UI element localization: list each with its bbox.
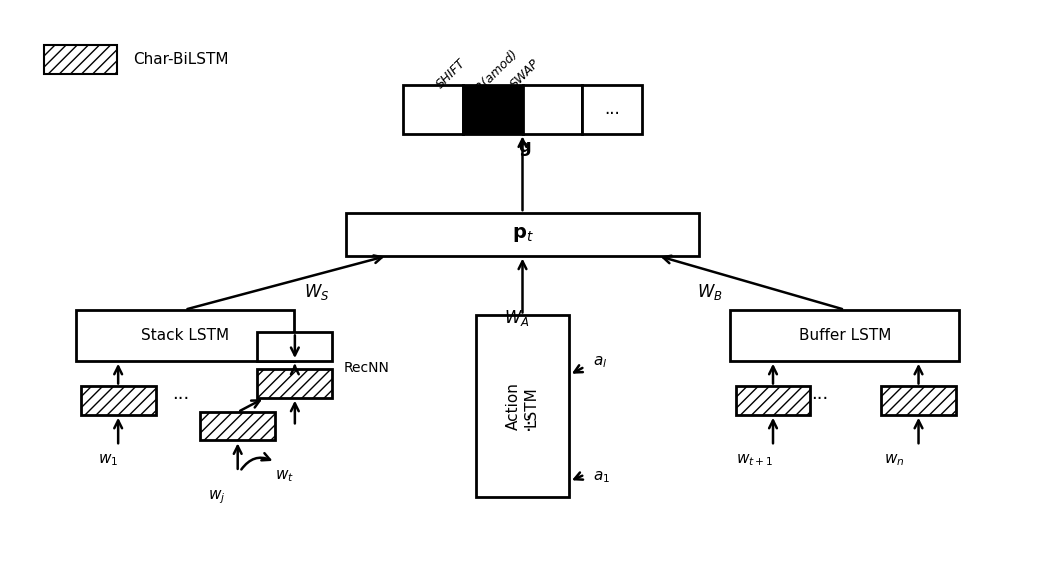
Text: $\vdots$: $\vdots$ <box>518 413 531 433</box>
Text: ...: ... <box>172 385 189 403</box>
Text: ...: ... <box>812 385 829 403</box>
Text: Action
LSTM: Action LSTM <box>506 382 539 430</box>
FancyBboxPatch shape <box>257 370 332 398</box>
FancyBboxPatch shape <box>736 386 811 415</box>
Text: $\mathbf{p}_t$: $\mathbf{p}_t$ <box>512 225 533 244</box>
Text: $W_A$: $W_A$ <box>504 308 530 328</box>
Text: Stack LSTM: Stack LSTM <box>141 328 229 343</box>
Text: $w_{t+1}$: $w_{t+1}$ <box>736 452 773 468</box>
FancyArrowPatch shape <box>241 453 270 470</box>
FancyBboxPatch shape <box>257 332 332 361</box>
Text: ...: ... <box>604 100 620 118</box>
Text: SWAP: SWAP <box>508 57 542 91</box>
FancyBboxPatch shape <box>346 213 699 256</box>
FancyBboxPatch shape <box>881 386 956 415</box>
FancyBboxPatch shape <box>463 85 522 134</box>
FancyBboxPatch shape <box>44 45 117 74</box>
FancyBboxPatch shape <box>522 85 582 134</box>
Text: Buffer LSTM: Buffer LSTM <box>798 328 891 343</box>
FancyBboxPatch shape <box>582 85 642 134</box>
Text: $a_1$: $a_1$ <box>594 470 610 485</box>
FancyBboxPatch shape <box>75 310 294 361</box>
Text: Char-BiLSTM: Char-BiLSTM <box>133 52 228 67</box>
Text: $w_t$: $w_t$ <box>275 468 294 483</box>
Text: $\mathbf{g}$: $\mathbf{g}$ <box>518 141 532 158</box>
Text: $W_B$: $W_B$ <box>697 282 723 301</box>
FancyBboxPatch shape <box>403 85 463 134</box>
Text: $w_j$: $w_j$ <box>208 488 225 506</box>
Text: RecNN: RecNN <box>344 360 390 375</box>
Text: $W_S$: $W_S$ <box>304 282 329 301</box>
Text: SHIFT: SHIFT <box>434 57 469 91</box>
FancyBboxPatch shape <box>80 386 156 415</box>
Text: $w_n$: $w_n$ <box>884 452 905 468</box>
FancyBboxPatch shape <box>201 412 275 440</box>
FancyBboxPatch shape <box>730 310 959 361</box>
FancyBboxPatch shape <box>475 316 570 497</box>
Text: $w_1$: $w_1$ <box>98 452 118 468</box>
Text: LR(amod): LR(amod) <box>468 48 520 100</box>
Text: $a_l$: $a_l$ <box>594 354 607 370</box>
